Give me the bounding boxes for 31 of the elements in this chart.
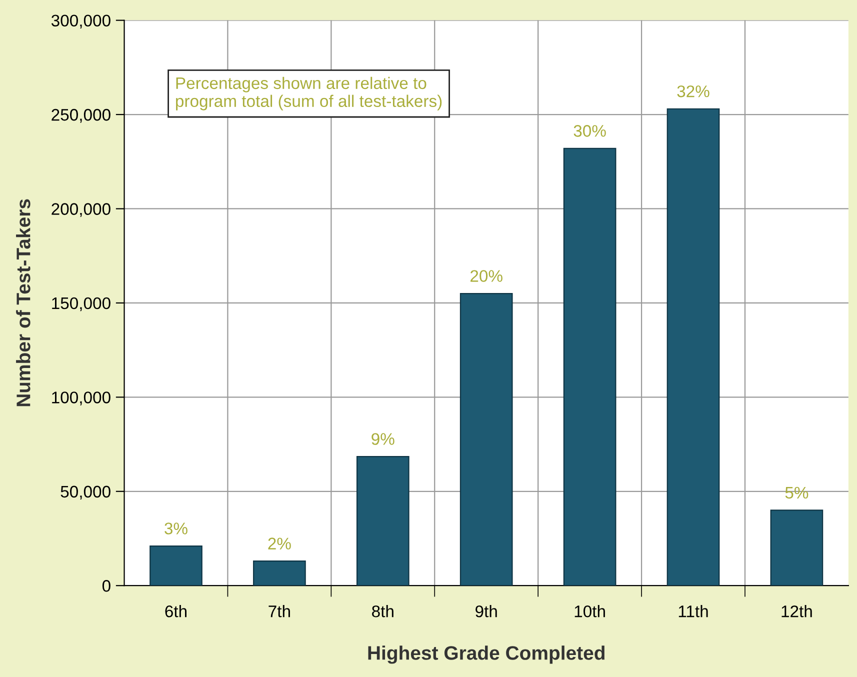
x-tick-label: 12th [782, 605, 812, 618]
bar [770, 510, 824, 586]
bar [666, 108, 720, 586]
y-tick-label: 300,000 [51, 14, 110, 28]
x-axis-title: Highest Grade Completed [368, 646, 604, 664]
bar [356, 456, 410, 586]
y-tick-label: 50,000 [60, 486, 110, 500]
x-tick-label: 8th [372, 605, 394, 618]
x-tick-label: 9th [476, 605, 497, 618]
annotation: 2% [268, 538, 291, 550]
x-tick-label: 6th [165, 605, 186, 618]
annotation: 9% [372, 433, 394, 445]
y-tick-label: 150,000 [52, 297, 110, 312]
annotation: 20% [470, 270, 502, 282]
annotation: Percentages shown are relative to program total (sum of all test-takers) [176, 76, 442, 110]
y-tick-label: 250,000 [52, 108, 110, 123]
annotation: 32% [677, 85, 710, 98]
y-tick-label: 100,000 [52, 392, 110, 406]
x-tick-label: 11th [678, 605, 708, 618]
x-tick-label: 7th [268, 605, 290, 618]
bar [563, 148, 616, 586]
annotation: 3% [164, 522, 188, 534]
y-tick-label: 0 [102, 580, 110, 592]
bar [460, 292, 513, 586]
bar [253, 560, 306, 586]
annotation: 5% [785, 486, 808, 499]
annotation: 30% [574, 125, 606, 137]
x-tick-label: 10th [574, 605, 605, 618]
y-tick-label: 200,000 [52, 203, 110, 217]
y-axis-title: Number of Test-Takers [16, 199, 30, 406]
bar [150, 545, 202, 586]
